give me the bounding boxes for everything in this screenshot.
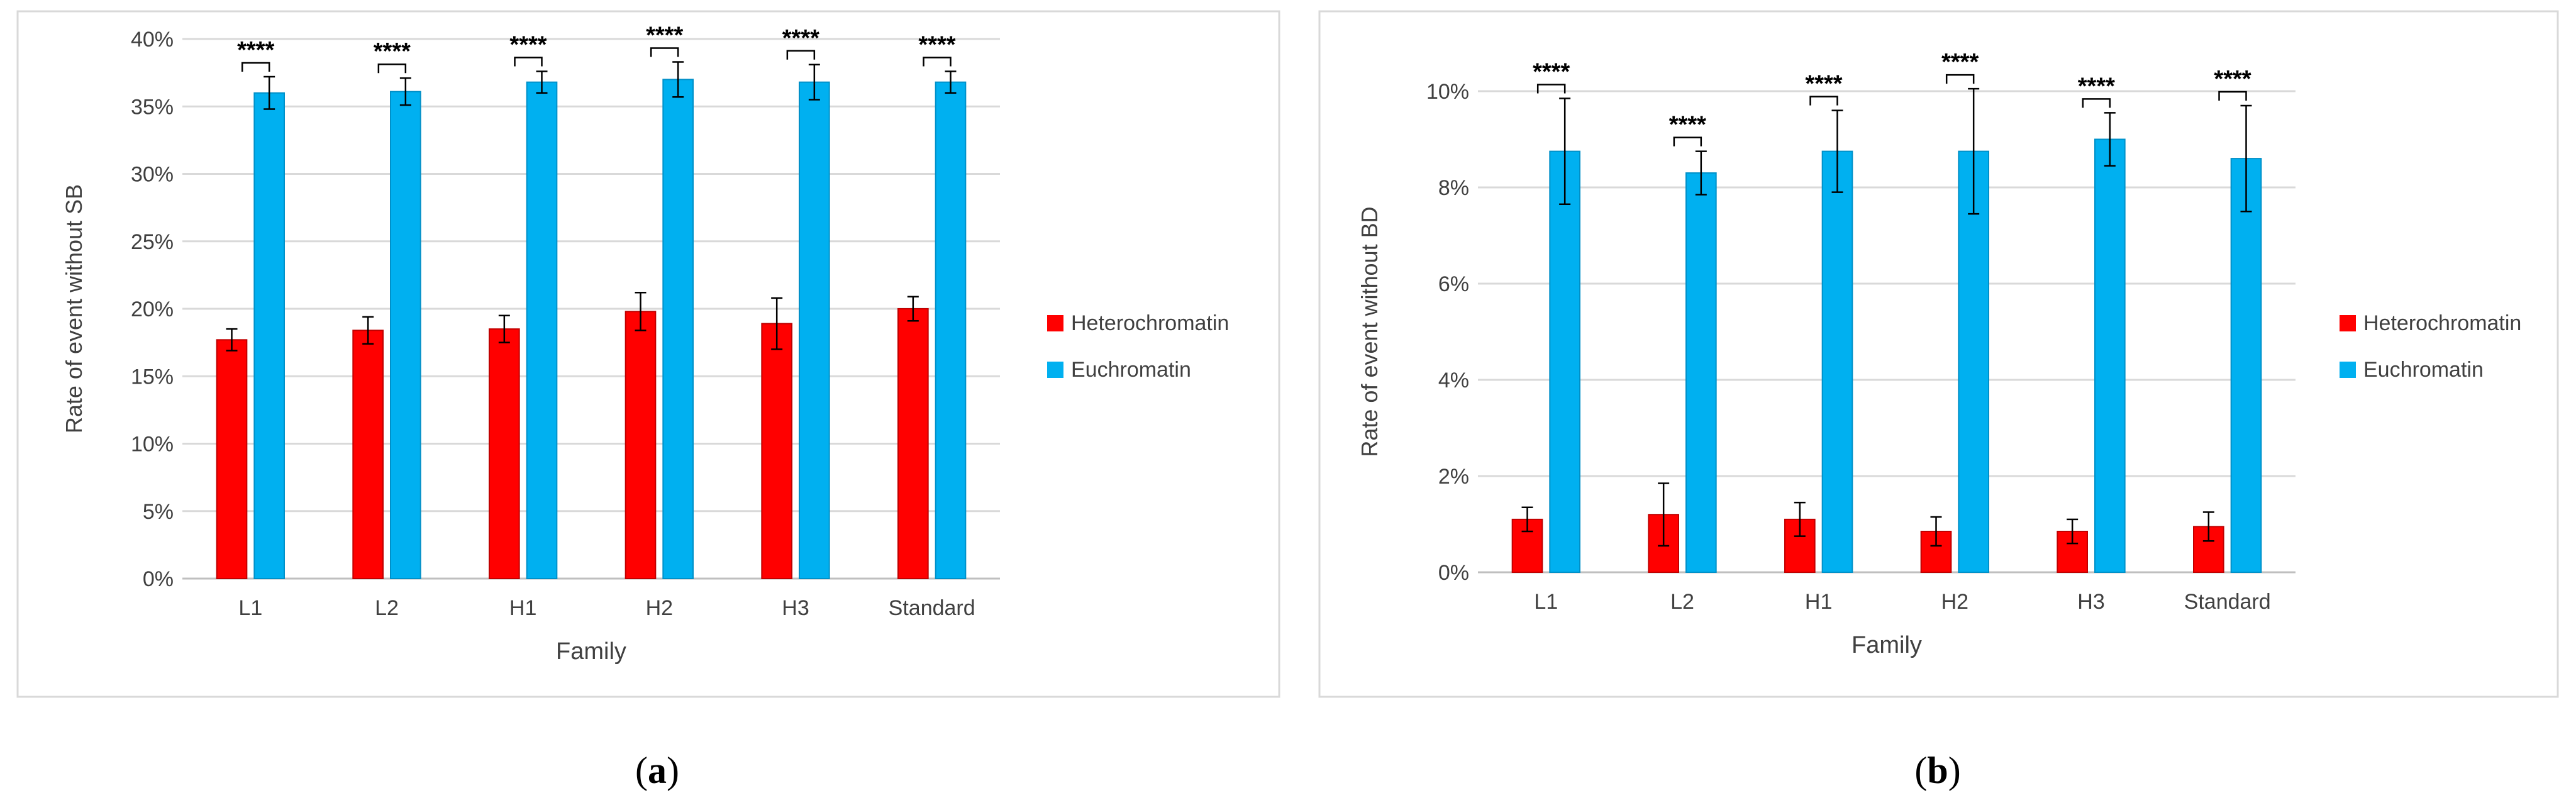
chart0-panel-caption: (a) [635,750,679,791]
chart0-ytick-label: 25% [131,230,174,254]
chart1-significance-label: **** [1669,112,1706,138]
chart0-bar-heterochromatin [897,308,929,579]
chart1-legend-label: Euchromatin [2363,358,2484,382]
chart0-ytick-label: 10% [131,433,174,457]
chart0-ytick-label: 40% [131,28,174,52]
chart-panel-a: 0% 5% 10% 15% 20% 25% 30% 35% 40% **** L1 **** L2 ***… [16,10,1280,791]
chart1-significance-label: **** [2214,66,2251,92]
chart1-xtick-label: L1 [1534,590,1558,614]
chart0-bar-euchromatin [390,91,421,579]
chart1-xtick-label: Standard [2184,590,2271,614]
chart0-caption-letter: a [648,750,667,791]
chart0-caption-open-paren: ( [635,750,648,791]
chart0-bar-euchromatin [935,81,967,579]
chart1-significance-label: **** [1805,71,1842,97]
chart0-ytick-label: 15% [131,365,174,389]
chart0-significance-bracket [923,57,952,67]
chart1-significance-bracket [2082,98,2111,108]
chart1-significance-bracket [1809,96,1838,106]
chart1-significance-label: **** [1533,58,1570,85]
chart1-xtick-label: H3 [2077,590,2104,614]
chart-panel-b: 0% 2% 4% 6% 8% 10% **** L1 **** L2 **** H1 **** H2 ***… [1318,10,2559,791]
chart0-legend-swatch [1047,315,1063,331]
chart1-ytick-label: 8% [1438,176,1469,200]
chart0-xtick-label: H2 [646,596,673,620]
chart0-significance-label: **** [509,31,547,58]
chart0-significance-label: **** [782,25,819,52]
chart0-significance-label: **** [646,22,683,48]
chart0-bar-euchromatin [526,81,558,579]
chart1-legend-swatch [2340,362,2356,378]
chart0-ytick-label: 30% [131,163,174,187]
chart0-bar-heterochromatin [625,311,657,579]
chart0-significance-label: **** [237,37,274,64]
chart0-ytick-label: 35% [131,95,174,119]
chart0-caption-close-paren: ) [667,750,679,791]
chart0-bar-euchromatin [799,81,830,579]
chart1-significance-bracket [1945,74,1975,84]
chart1-significance-bracket [1536,84,1566,94]
chart1-significance-bracket [1673,136,1702,147]
chart0-significance-bracket [786,50,816,60]
chart0-significance-bracket [650,47,679,57]
chart0-ytick-label: 5% [143,500,174,524]
chart0-bar-heterochromatin [216,339,248,580]
chart0-legend-swatch [1047,362,1063,378]
chart1-xtick-label: L2 [1670,590,1694,614]
chart1-bar-euchromatin [1685,172,1717,573]
chart1-bar-euchromatin [2094,138,2126,573]
chart1-caption-letter: b [1927,750,1948,791]
chart0-ytick-label: 20% [131,297,174,321]
chart0-significance-label: **** [374,38,411,65]
chart1-caption-open-paren: ( [1914,750,1927,791]
chart0-xtick-label: H3 [782,596,809,620]
chart1-bar-euchromatin [1958,150,1989,573]
chart1-ytick-label: 6% [1438,272,1469,296]
chart1-frame [1318,10,2559,698]
chart0-bar-heterochromatin [352,330,384,579]
chart1-bar-euchromatin [2230,158,2262,574]
chart0-xtick-label: Standard [889,596,975,620]
chart0-y-axis-title: Rate of event without SB [61,184,87,433]
chart0-legend-label: Euchromatin [1071,358,1191,382]
chart1-significance-bracket [2218,91,2247,101]
chart1-x-axis-title: Family [1852,632,1922,658]
chart0-xtick-label: L1 [238,596,262,620]
chart0-significance-label: **** [918,31,955,58]
chart1-bar-euchromatin [1821,150,1853,573]
chart0-ytick-label: 0% [143,567,174,591]
chart1-caption-close-paren: ) [1948,750,1961,791]
chart1-ytick-label: 2% [1438,465,1469,489]
chart1-significance-label: **** [1941,49,1979,75]
chart0-bar-heterochromatin [489,328,520,579]
chart1-y-axis-title: Rate of event without BD [1357,206,1382,457]
chart0-significance-bracket [241,62,270,72]
chart1-ytick-label: 0% [1438,561,1469,585]
chart0-significance-bracket [377,63,407,74]
chart1-xtick-label: H1 [1805,590,1832,614]
chart0-x-axis-title: Family [556,638,626,665]
chart0-legend-label: Heterochromatin [1071,311,1229,335]
chart1-legend-label: Heterochromatin [2363,311,2521,335]
chart1-xtick-label: H2 [1941,590,1968,614]
chart0-bar-euchromatin [662,79,694,580]
chart1-ytick-label: 10% [1426,80,1469,104]
chart0-bar-euchromatin [253,92,286,580]
chart1-bar-euchromatin [1549,150,1580,573]
chart0-xtick-label: L2 [375,596,399,620]
chart1-legend-swatch [2340,315,2356,331]
chart0-xtick-label: H1 [509,596,536,620]
chart1-significance-label: **** [2078,73,2115,99]
chart1-ytick-label: 4% [1438,369,1469,392]
chart0-bar-heterochromatin [761,323,793,579]
chart1-panel-caption: (b) [1914,750,1960,791]
chart0-significance-bracket [514,57,543,67]
